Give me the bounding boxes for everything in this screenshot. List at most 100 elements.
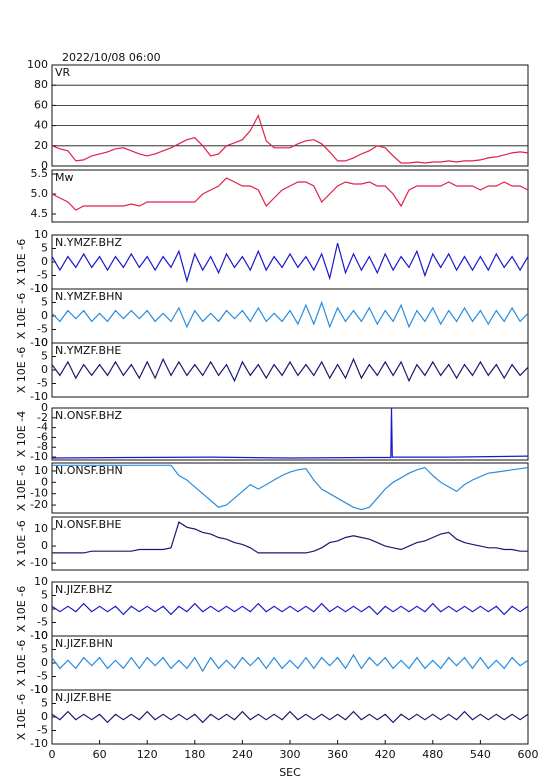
- x-tick-label: 60: [93, 748, 107, 761]
- y-tick-label: 10: [34, 575, 48, 588]
- y-tick-label: 10: [34, 522, 48, 535]
- panel-frame: [51, 635, 529, 691]
- y-tick-label: 0: [41, 255, 48, 268]
- y-tick-label: 5: [41, 296, 48, 309]
- y-tick-label: -4: [37, 421, 48, 434]
- chart-title: 2022/10/08 06:00: [62, 51, 161, 64]
- y-tick-label: -5: [37, 670, 48, 683]
- panel-frame: [51, 234, 529, 290]
- y-tick-label: -10: [30, 390, 48, 403]
- y-tick-label: -10: [30, 336, 48, 349]
- x-tick-label: 540: [470, 748, 491, 761]
- y-tick-label: 0: [41, 159, 48, 172]
- y-tick-label: 40: [34, 119, 48, 132]
- y-axis-label: X 10E -6: [15, 694, 28, 740]
- y-tick-label: -5: [37, 269, 48, 282]
- y-tick-label: 0: [41, 309, 48, 322]
- x-tick-label: 420: [375, 748, 396, 761]
- panel-label: N.ONSF.BHE: [55, 518, 121, 531]
- y-tick-label: 0: [41, 363, 48, 376]
- panel-label: N.ONSF.BHZ: [55, 409, 122, 422]
- y-tick-label: 5: [41, 242, 48, 255]
- panel-label: N.JIZF.BHZ: [55, 583, 113, 596]
- waveform-line: [52, 521, 528, 554]
- waveform-line: [51, 357, 529, 383]
- y-tick-label: -20: [30, 498, 48, 511]
- y-axis-label: X 10E -6: [15, 347, 28, 393]
- y-tick-label: 5: [41, 589, 48, 602]
- y-tick-label: 0: [41, 710, 48, 723]
- y-tick-label: 10: [34, 629, 48, 642]
- y-tick-label: 0: [41, 602, 48, 615]
- y-tick-label: -5: [37, 323, 48, 336]
- y-tick-label: 0: [41, 539, 48, 552]
- y-tick-label: -10: [30, 282, 48, 295]
- y-axis-label: X 10E -6: [15, 640, 28, 686]
- y-tick-label: -5: [37, 377, 48, 390]
- y-tick-label: 100: [27, 58, 48, 71]
- waveform-line: [51, 113, 529, 164]
- y-tick-label: 5.0: [31, 187, 49, 200]
- y-tick-label: 20: [34, 139, 48, 152]
- panel-frame: [51, 516, 529, 571]
- x-tick-label: 480: [422, 748, 443, 761]
- y-axis-label: X 10E -6: [15, 293, 28, 339]
- x-tick-label: 360: [327, 748, 348, 761]
- y-axis-label: X 10E -6: [15, 239, 28, 285]
- y-tick-label: -10: [30, 450, 48, 463]
- y-tick-label: 10: [34, 464, 48, 477]
- panel-frame: [51, 689, 529, 745]
- y-tick-label: -5: [37, 616, 48, 629]
- x-tick-label: 120: [137, 748, 158, 761]
- y-tick-label: 0: [41, 656, 48, 669]
- y-tick-label: 5: [41, 643, 48, 656]
- panel-frame: [51, 64, 529, 167]
- y-axis-label: X 10E -4: [15, 411, 28, 457]
- panel-label: VR: [55, 66, 71, 79]
- y-tick-label: -6: [37, 430, 48, 443]
- x-tick-label: 600: [518, 748, 539, 761]
- waveform-line: [52, 464, 529, 511]
- panel-label: N.YMZF.BHN: [55, 290, 123, 303]
- x-tick-label: 180: [184, 748, 205, 761]
- y-tick-label: -8: [37, 440, 48, 453]
- panel-label: Mw: [55, 171, 74, 184]
- y-tick-label: 0: [41, 475, 48, 488]
- panel-frame: [51, 407, 529, 461]
- waveform-line: [51, 177, 529, 211]
- y-axis-label: X 10E -6: [15, 520, 28, 566]
- panel-frame: [51, 288, 529, 344]
- panel-label: N.ONSF.BHN: [55, 464, 123, 477]
- y-tick-label: -10: [30, 487, 48, 500]
- waveform-line: [51, 300, 529, 329]
- panel-frame: [51, 169, 529, 223]
- panel-label: N.JIZF.BHE: [55, 691, 112, 704]
- x-tick-label: 0: [49, 748, 56, 761]
- y-tick-label: 10: [34, 282, 48, 295]
- panel-frame: [51, 462, 529, 514]
- waveform-line: [51, 407, 529, 459]
- waveform-line: [51, 653, 529, 673]
- waveform-line: [51, 242, 529, 284]
- waveform-line: [51, 602, 529, 616]
- y-tick-label: 10: [34, 228, 48, 241]
- y-tick-label: -2: [37, 411, 48, 424]
- y-tick-label: 80: [34, 78, 48, 91]
- x-axis-label: SEC: [279, 766, 301, 779]
- y-tick-label: 10: [34, 336, 48, 349]
- panel-frame: [51, 342, 529, 398]
- y-tick-label: 10: [34, 683, 48, 696]
- y-axis-label: X 10E -6: [15, 586, 28, 632]
- panel-label: N.JIZF.BHN: [55, 637, 113, 650]
- y-tick-label: -10: [30, 683, 48, 696]
- y-tick-label: 5: [41, 350, 48, 363]
- y-axis-label: X 10E -6: [15, 465, 28, 511]
- panel-label: N.YMZF.BHZ: [55, 236, 122, 249]
- y-tick-label: 5: [41, 697, 48, 710]
- y-tick-label: -10: [30, 737, 48, 750]
- y-tick-label: 60: [34, 98, 48, 111]
- y-tick-label: -10: [30, 629, 48, 642]
- x-tick-label: 240: [232, 748, 253, 761]
- y-tick-label: 4.5: [31, 207, 49, 220]
